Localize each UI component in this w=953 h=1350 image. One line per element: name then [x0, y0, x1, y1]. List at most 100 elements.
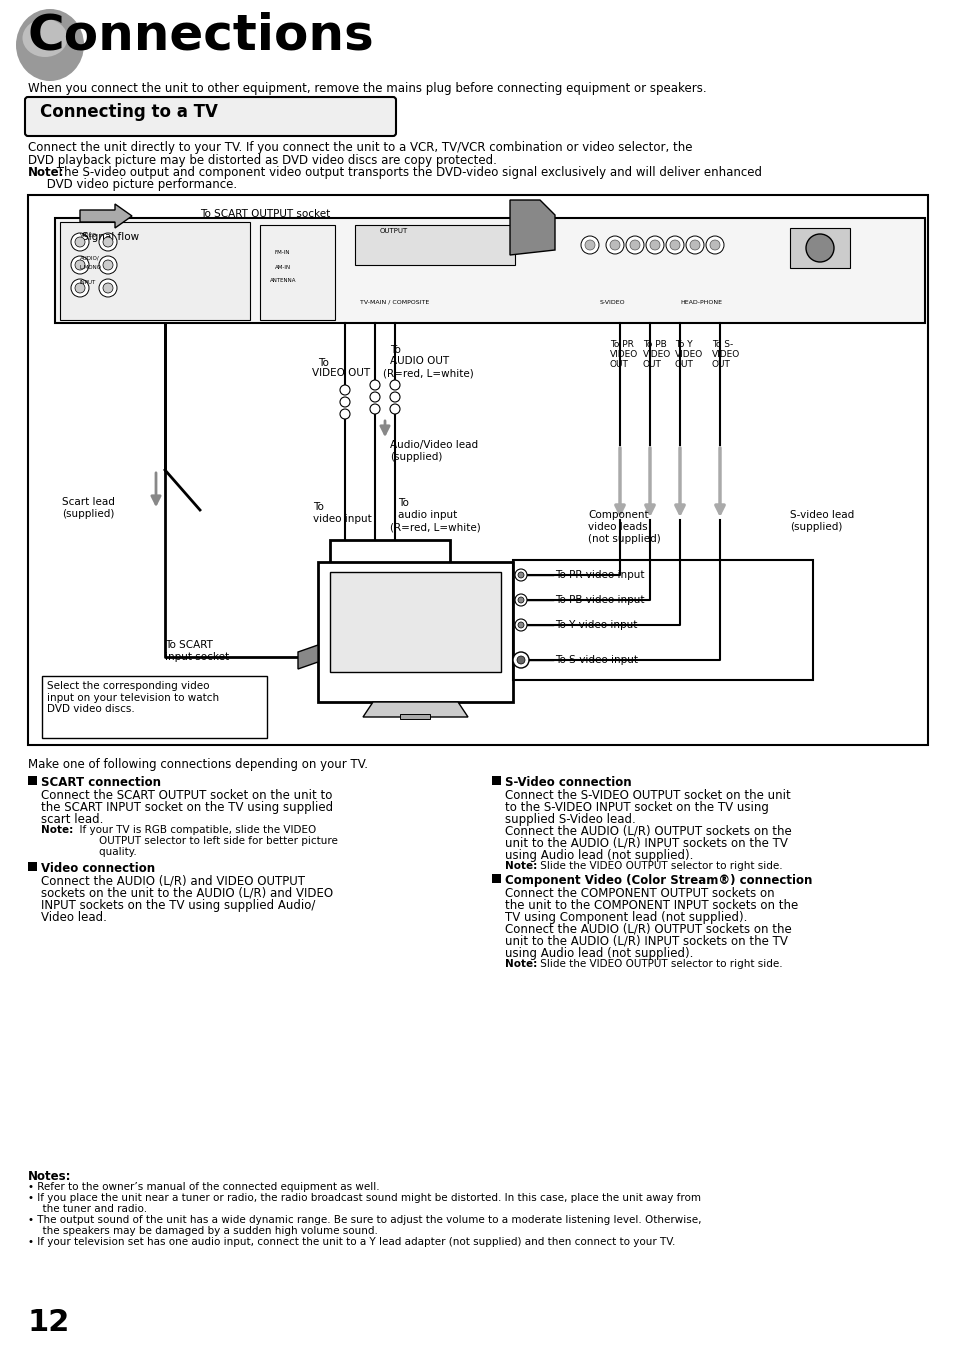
Circle shape [515, 568, 526, 580]
Text: To PB video input: To PB video input [555, 595, 644, 605]
Text: SCART connection: SCART connection [41, 776, 161, 788]
Text: Note:: Note: [504, 958, 537, 969]
Circle shape [609, 240, 619, 250]
Bar [28, 776, 37, 784]
Text: supplied S-Video lead.: supplied S-Video lead. [504, 813, 635, 826]
Text: unit to the AUDIO (L/R) INPUT sockets on the TV: unit to the AUDIO (L/R) INPUT sockets on… [504, 837, 787, 850]
Text: The S-video output and component video output transports the DVD-video signal ex: The S-video output and component video o… [53, 166, 761, 180]
Text: OUT: OUT [609, 360, 628, 369]
Circle shape [517, 656, 524, 664]
Text: If your TV is RGB compatible, slide the VIDEO: If your TV is RGB compatible, slide the … [73, 825, 315, 836]
Circle shape [669, 240, 679, 250]
Text: Component Video (Color Stream®) connection: Component Video (Color Stream®) connecti… [504, 873, 812, 887]
Text: L.MONO: L.MONO [80, 265, 102, 270]
Bar [513, 560, 812, 680]
Text: using Audio lead (not supplied).: using Audio lead (not supplied). [504, 946, 693, 960]
Text: S-video lead: S-video lead [789, 510, 853, 520]
Text: Note:: Note: [41, 825, 73, 836]
Text: to the S-VIDEO INPUT socket on the TV using: to the S-VIDEO INPUT socket on the TV us… [504, 801, 768, 814]
Text: Connect the AUDIO (L/R) and VIDEO OUTPUT: Connect the AUDIO (L/R) and VIDEO OUTPUT [41, 875, 305, 888]
Text: Signal flow: Signal flow [82, 232, 139, 242]
Text: Notes:: Notes: [28, 1170, 71, 1183]
Circle shape [99, 279, 117, 297]
Text: (supplied): (supplied) [390, 452, 442, 462]
Circle shape [99, 256, 117, 274]
Bar [355, 225, 515, 265]
Circle shape [71, 256, 89, 274]
Circle shape [649, 240, 659, 250]
Circle shape [515, 594, 526, 606]
Text: Connect the AUDIO (L/R) OUTPUT sockets on the: Connect the AUDIO (L/R) OUTPUT sockets o… [504, 825, 791, 838]
Circle shape [370, 379, 379, 390]
Text: quality.: quality. [73, 846, 136, 857]
Circle shape [625, 236, 643, 254]
Text: DVD playback picture may be distorted as DVD video discs are copy protected.: DVD playback picture may be distorted as… [28, 154, 497, 167]
Bar [399, 714, 430, 720]
Bar [492, 873, 500, 883]
Text: VIDEO: VIDEO [711, 350, 740, 359]
Text: HEAD-PHONE: HEAD-PHONE [679, 300, 721, 305]
Text: To: To [397, 498, 409, 508]
Text: • If your television set has one audio input, connect the unit to a Y lead adapt: • If your television set has one audio i… [28, 1237, 675, 1247]
Circle shape [103, 261, 112, 270]
Circle shape [339, 409, 350, 418]
Ellipse shape [23, 19, 68, 57]
Text: sockets on the unit to the AUDIO (L/R) and VIDEO: sockets on the unit to the AUDIO (L/R) a… [41, 887, 333, 900]
Circle shape [370, 392, 379, 402]
Circle shape [390, 379, 399, 390]
Text: To: To [390, 346, 400, 355]
Circle shape [689, 240, 700, 250]
Text: OUTPUT selector to left side for better picture: OUTPUT selector to left side for better … [73, 836, 337, 846]
Circle shape [645, 236, 663, 254]
Bar [330, 540, 450, 599]
Bar [492, 776, 500, 784]
Text: VIDEO: VIDEO [609, 350, 638, 359]
Text: Audio/Video lead: Audio/Video lead [390, 440, 477, 450]
Text: Scart lead: Scart lead [62, 497, 114, 508]
Circle shape [685, 236, 703, 254]
Text: • The output sound of the unit has a wide dynamic range. Be sure to adjust the v: • The output sound of the unit has a wid… [28, 1215, 700, 1224]
Circle shape [517, 622, 523, 628]
Text: OUT: OUT [711, 360, 730, 369]
Text: TV using Component lead (not supplied).: TV using Component lead (not supplied). [504, 911, 746, 923]
Text: unit to the AUDIO (L/R) INPUT sockets on the TV: unit to the AUDIO (L/R) INPUT sockets on… [504, 936, 787, 948]
Circle shape [99, 234, 117, 251]
Text: INPUT sockets on the TV using supplied Audio/: INPUT sockets on the TV using supplied A… [41, 899, 315, 913]
Circle shape [580, 236, 598, 254]
Circle shape [705, 236, 723, 254]
Bar [60, 221, 250, 320]
Text: To: To [317, 358, 329, 369]
Text: video input: video input [313, 514, 372, 524]
Bar [317, 562, 513, 702]
Text: audio input: audio input [397, 510, 456, 520]
Bar [55, 217, 924, 323]
Circle shape [605, 236, 623, 254]
Text: (R=red, L=white): (R=red, L=white) [382, 369, 474, 378]
Text: Connections: Connections [28, 12, 375, 59]
Circle shape [370, 404, 379, 414]
Text: using Audio lead (not supplied).: using Audio lead (not supplied). [504, 849, 693, 863]
Text: S-VIDEO: S-VIDEO [599, 300, 625, 305]
Circle shape [517, 572, 523, 578]
Text: Note:: Note: [504, 861, 537, 871]
Text: FM-IN: FM-IN [274, 250, 291, 255]
Text: (supplied): (supplied) [62, 509, 114, 518]
Text: • If you place the unit near a tuner or radio, the radio broadcast sound might b: • If you place the unit near a tuner or … [28, 1193, 700, 1203]
Text: Select the corresponding video
input on your television to watch
DVD video discs: Select the corresponding video input on … [47, 680, 219, 714]
Text: To: To [313, 502, 323, 512]
Circle shape [75, 261, 85, 270]
Polygon shape [80, 204, 132, 228]
Text: (R=red, L=white): (R=red, L=white) [390, 522, 480, 532]
Circle shape [75, 284, 85, 293]
Text: AM-IN: AM-IN [274, 265, 291, 270]
Text: (supplied): (supplied) [789, 522, 841, 532]
Text: VIDEO: VIDEO [642, 350, 671, 359]
Text: To SCART OUTPUT socket: To SCART OUTPUT socket [200, 209, 330, 219]
Circle shape [390, 392, 399, 402]
Text: To PR: To PR [609, 340, 633, 350]
Text: ANTENNA: ANTENNA [270, 278, 296, 283]
Text: INPUT: INPUT [80, 279, 96, 285]
Text: 12: 12 [28, 1308, 71, 1336]
Text: Connect the unit directly to your TV. If you connect the unit to a VCR, TV/VCR c: Connect the unit directly to your TV. If… [28, 140, 692, 154]
Circle shape [515, 620, 526, 630]
